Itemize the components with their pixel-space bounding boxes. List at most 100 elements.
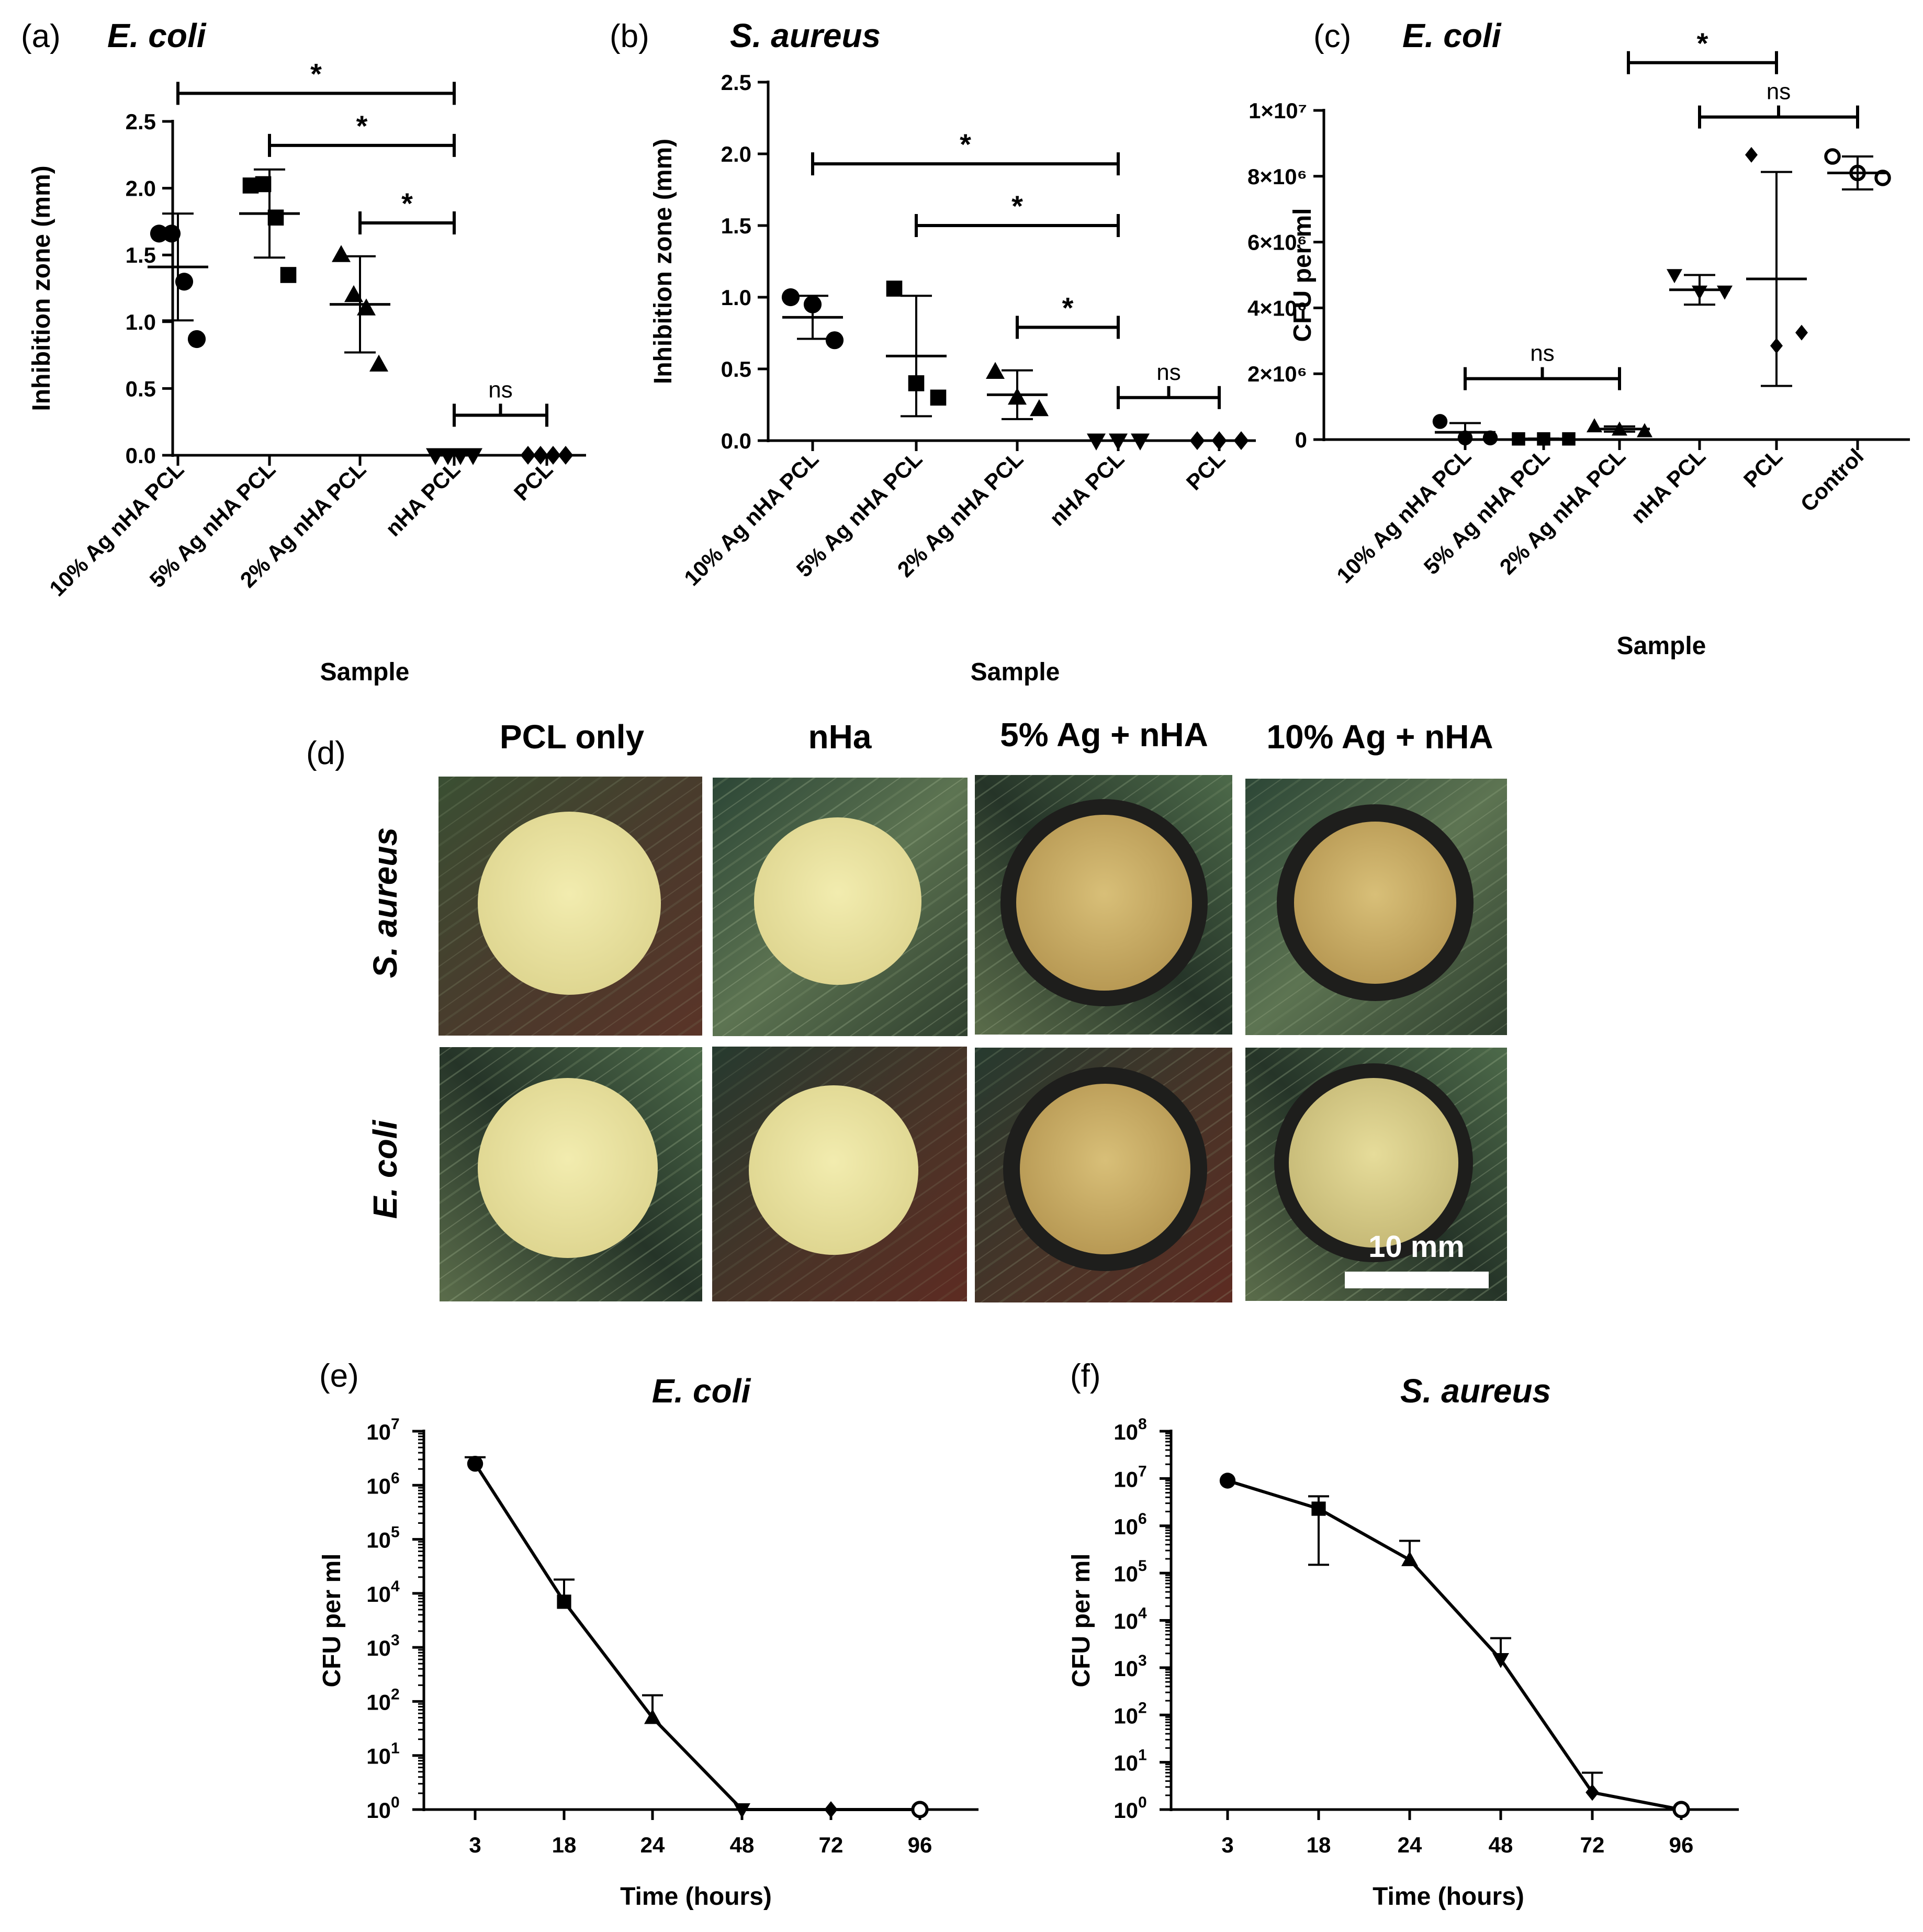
- significance-bracket-ns: ns: [453, 377, 548, 427]
- y-tick-label-e: 101: [366, 1740, 399, 1769]
- y-tick-label-e: 103: [366, 1632, 399, 1660]
- y-axis-label-f: CFU per ml: [1067, 1553, 1095, 1687]
- row-title-s-aureus: S. aureus: [366, 827, 404, 978]
- column-title-5-ag-nha: 5% Ag + nHA: [1000, 716, 1208, 754]
- y-tick-label-a: 2.0: [126, 176, 156, 201]
- data-point: [1131, 433, 1150, 451]
- x-axis-label-f: Time (hours): [1373, 1883, 1524, 1911]
- plate-s-aureus-pcl-only: [438, 777, 702, 1036]
- y-tick-label-e: 106: [366, 1469, 399, 1498]
- y-tick-label-e: 104: [366, 1578, 400, 1607]
- series-f: [1219, 1473, 1690, 1818]
- data-point: [467, 1455, 483, 1472]
- row-title-e-coli: E. coli: [366, 1120, 404, 1219]
- y-tick-label-a: 1.0: [126, 310, 156, 334]
- significance-bracket-star: *: [268, 109, 456, 157]
- data-point: [1672, 1801, 1690, 1818]
- y-tick-label-c: 1×10⁷: [1249, 98, 1307, 123]
- panel-label-b: (b): [610, 18, 649, 54]
- data-point: [1667, 269, 1682, 284]
- significance-label: ns: [1530, 341, 1554, 366]
- y-tick-label-c: 8×10⁶: [1247, 164, 1307, 189]
- x-tick-label-f-96: 96: [1669, 1833, 1694, 1857]
- series-c-5-ag-nha-pcl: [1512, 432, 1576, 446]
- x-axis-label-e: Time (hours): [620, 1883, 772, 1911]
- y-tick-label-f: 107: [1114, 1463, 1146, 1491]
- y-axis-label-a: Inhibition zone (mm): [28, 165, 55, 411]
- data-point: [734, 1803, 750, 1818]
- plate-e-coli-5-ag-nha: [975, 1048, 1232, 1302]
- x-tick-label-f-18: 18: [1307, 1833, 1331, 1857]
- x-tick-label-e-24: 24: [640, 1833, 665, 1857]
- panel-label-c: (c): [1313, 18, 1351, 54]
- data-point: [824, 1801, 838, 1818]
- data-point: [357, 298, 376, 316]
- y-tick-label-c: 2×10⁶: [1247, 362, 1307, 386]
- y-tick-label-a: 1.5: [126, 243, 156, 267]
- y-tick-label-c: 0: [1295, 428, 1307, 452]
- y-tick-label-f: 104: [1114, 1605, 1147, 1634]
- data-point: [986, 362, 1005, 379]
- plate-image-grid: (d) PCL only nHa 5% Ag + nHA 10% Ag + nH…: [306, 716, 1507, 1302]
- x-axis-label-c: Sample: [1617, 632, 1706, 660]
- y-tick-label-f: 108: [1114, 1416, 1146, 1444]
- data-point: [930, 389, 947, 406]
- panel-label-f: (f): [1070, 1358, 1101, 1394]
- series-e: [465, 1455, 929, 1818]
- series-b-2-ag-nha-pcl: [986, 362, 1049, 420]
- data-point: [1109, 433, 1128, 451]
- y-tick-label-f: 106: [1114, 1510, 1146, 1539]
- series-a-2-ag-nha-pcl: [330, 245, 390, 372]
- data-point: [1795, 324, 1808, 341]
- series-b-10-ag-nha-pcl: [781, 288, 844, 350]
- series-a-nha-pcl: [424, 448, 485, 465]
- series-line: [1227, 1479, 1682, 1811]
- plate-e-coli-nha: [712, 1047, 967, 1301]
- y-tick-label-a: 0.0: [126, 443, 156, 468]
- series-c-control: [1824, 148, 1891, 190]
- x-tick-label-f-24: 24: [1398, 1833, 1422, 1857]
- x-tick-label-e-96: 96: [908, 1833, 932, 1857]
- data-point: [1030, 399, 1049, 417]
- y-tick-label-b: 0.5: [721, 357, 751, 381]
- scale-bar-label: 10 mm: [1368, 1230, 1465, 1264]
- data-point: [1432, 414, 1448, 429]
- data-point: [557, 1594, 571, 1609]
- y-tick-label-b: 0.0: [721, 429, 751, 453]
- y-tick-label-c: 6×10⁶: [1247, 230, 1307, 255]
- data-point: [886, 280, 903, 297]
- data-point: [162, 224, 181, 243]
- panel-label-e: (e): [319, 1358, 359, 1394]
- data-point: [1401, 1551, 1418, 1566]
- data-point: [1492, 1653, 1509, 1668]
- y-tick-label-b: 2.0: [721, 142, 751, 166]
- y-tick-label-c: 4×10⁶: [1247, 296, 1307, 320]
- x-tick-label-e-18: 18: [552, 1833, 577, 1857]
- data-point: [1745, 147, 1758, 163]
- significance-label: *: [310, 57, 322, 90]
- data-point: [1874, 170, 1891, 186]
- significance-bracket-star: *: [811, 128, 1120, 176]
- data-point: [781, 288, 800, 307]
- significance-label: ns: [1767, 79, 1791, 105]
- significance-bracket-star: *: [176, 57, 456, 105]
- significance-bracket-star: *: [915, 189, 1120, 237]
- plate-s-aureus-5-ag-nha: [975, 775, 1232, 1035]
- data-point: [438, 448, 457, 465]
- x-tick-label-f-72: 72: [1580, 1833, 1605, 1857]
- significance-bracket-star: *: [1627, 27, 1778, 74]
- chart-title-f: S. aureus: [1400, 1372, 1551, 1410]
- data-point: [464, 448, 482, 465]
- data-point: [150, 224, 168, 243]
- data-point: [426, 448, 445, 465]
- x-tick-label-f-3: 3: [1221, 1833, 1233, 1857]
- y-tick-label-f: 105: [1114, 1557, 1146, 1586]
- x-tick-label-e-3: 3: [469, 1833, 481, 1857]
- x-tick-label-f-48: 48: [1489, 1833, 1513, 1857]
- chart-title-b: S. aureus: [730, 17, 881, 54]
- significance-bracket-ns: ns: [1698, 79, 1859, 129]
- data-point: [825, 331, 844, 350]
- significance-label: *: [1011, 189, 1023, 222]
- series-c-pcl: [1745, 147, 1808, 387]
- y-axis-label-c: CFU per ml: [1289, 208, 1317, 342]
